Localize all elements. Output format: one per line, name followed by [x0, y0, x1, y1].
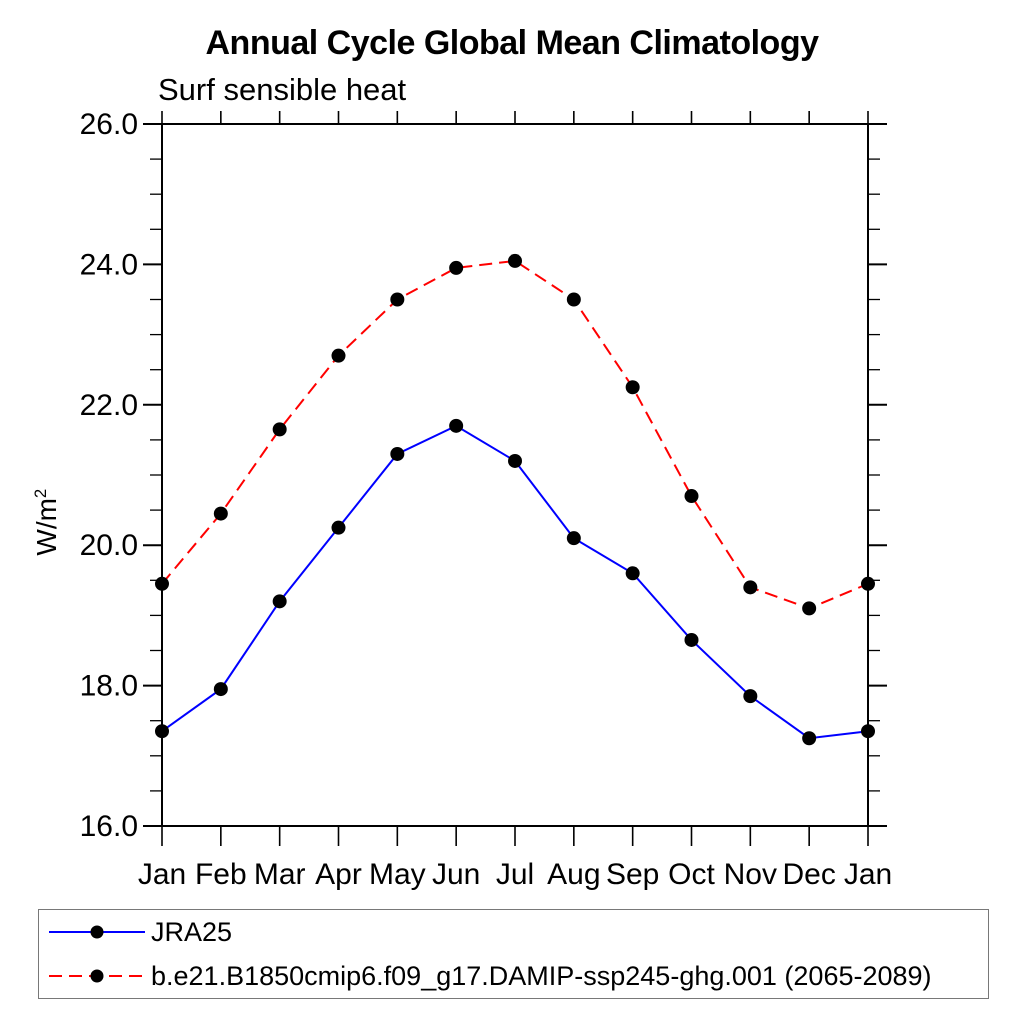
- x-tick-label: May: [369, 858, 426, 891]
- data-point-marker-1: [213, 506, 228, 521]
- data-point-marker-0: [155, 724, 169, 739]
- legend: JRA25 b.e21.B1850cmip6.f09_g17.DAMIP-ssp…: [38, 909, 989, 999]
- y-axis-title-exponent: 2: [30, 488, 50, 499]
- y-axis-title-base: W/m: [31, 498, 63, 556]
- data-point-marker-0: [625, 566, 640, 581]
- y-tick-label: 22.0: [80, 389, 138, 422]
- data-point-marker-0: [390, 446, 405, 461]
- legend-label-model: b.e21.B1850cmip6.f09_g17.DAMIP-ssp245-gh…: [151, 961, 932, 991]
- x-tick-label: Feb: [195, 858, 247, 891]
- data-point-marker-1: [390, 292, 405, 307]
- y-tick-label: 20.0: [80, 529, 138, 562]
- x-tick-label: Apr: [315, 858, 362, 891]
- legend-marker-dot-icon: [90, 969, 104, 983]
- legend-marker-dot-icon: [90, 925, 104, 939]
- data-point-marker-1: [802, 601, 817, 616]
- data-point-marker-1: [449, 260, 464, 275]
- y-tick-label: 24.0: [80, 248, 138, 281]
- data-point-marker-0: [861, 724, 875, 739]
- y-tick-label: 18.0: [80, 670, 138, 703]
- data-point-marker-0: [508, 453, 522, 468]
- y-axis-title: W/m2: [31, 461, 63, 583]
- x-tick-label: Mar: [254, 858, 306, 891]
- data-point-marker-0: [331, 520, 346, 535]
- data-point-marker-1: [508, 253, 522, 268]
- x-tick-label: Oct: [668, 858, 715, 891]
- x-tick-label: Sep: [606, 858, 659, 891]
- x-tick-label: Jun: [432, 858, 480, 891]
- chart-title: Annual Cycle Global Mean Climatology: [205, 24, 820, 62]
- data-point-marker-1: [566, 292, 581, 307]
- series-line-1: [161, 259, 869, 610]
- x-tick-label: Dec: [782, 858, 835, 891]
- legend-sample-jra25: [49, 925, 145, 939]
- data-point-marker-0: [566, 531, 581, 546]
- legend-item-model: b.e21.B1850cmip6.f09_g17.DAMIP-ssp245-gh…: [48, 954, 932, 998]
- data-point-marker-0: [449, 418, 464, 433]
- x-tick-label: Jul: [496, 858, 534, 891]
- chart-subtitle: Surf sensible heat: [158, 72, 407, 107]
- axis-frame: [161, 123, 869, 827]
- data-point-marker-0: [743, 689, 758, 704]
- x-tick-label: Nov: [724, 858, 777, 891]
- legend-label-jra25: JRA25: [151, 917, 233, 947]
- data-point-marker-1: [155, 576, 169, 591]
- data-point-marker-1: [743, 580, 758, 595]
- data-point-marker-0: [272, 594, 287, 609]
- y-tick-label: 16.0: [80, 810, 138, 843]
- legend-item-jra25: JRA25: [48, 910, 232, 954]
- data-point-marker-0: [213, 682, 228, 697]
- data-point-marker-0: [802, 731, 817, 746]
- data-point-marker-1: [331, 348, 346, 363]
- data-point-marker-1: [684, 489, 699, 504]
- y-tick-label: 26.0: [80, 108, 138, 141]
- data-point-marker-1: [625, 380, 640, 395]
- data-point-marker-0: [684, 632, 699, 647]
- x-tick-label: Aug: [547, 858, 600, 891]
- x-tick-label: Jan: [138, 858, 186, 891]
- legend-sample-model: [49, 969, 145, 983]
- data-point-marker-1: [272, 422, 287, 437]
- data-point-marker-1: [861, 576, 875, 591]
- x-tick-label: Jan: [844, 858, 892, 891]
- series-line-0: [161, 424, 869, 740]
